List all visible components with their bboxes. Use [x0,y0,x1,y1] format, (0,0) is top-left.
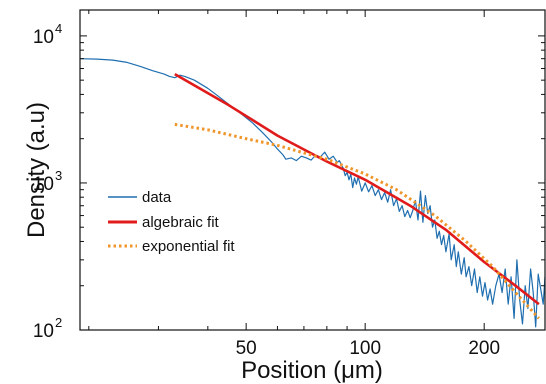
x-tick-label: 200 [468,338,500,359]
y-tick-label: 10 [33,174,54,195]
y-tick-exponent: 4 [55,21,62,36]
y-tick-label: 10 [33,321,54,342]
legend-label-algebraic-fit: algebraic fit [142,214,220,231]
legend: data algebraic fit exponential fit [108,189,235,255]
plot-frame [79,9,546,331]
series-line-exponential-fit [174,122,541,320]
series-layer [79,58,546,328]
legend-label-exponential-fit: exponential fit [142,238,235,255]
series-line-data [79,58,546,328]
y-tick-exponent: 3 [55,168,62,183]
x-axis-label: Position (μm) [241,357,383,384]
x-tick-label: 50 [236,338,257,359]
legend-label-data: data [142,189,172,206]
y-tick-exponent: 2 [55,315,62,330]
series-line-algebraic-fit [174,72,540,306]
x-tick-label: 100 [349,338,381,359]
y-axis-label: Density (a.u) [23,102,50,238]
y-tick-label: 10 [33,27,54,48]
